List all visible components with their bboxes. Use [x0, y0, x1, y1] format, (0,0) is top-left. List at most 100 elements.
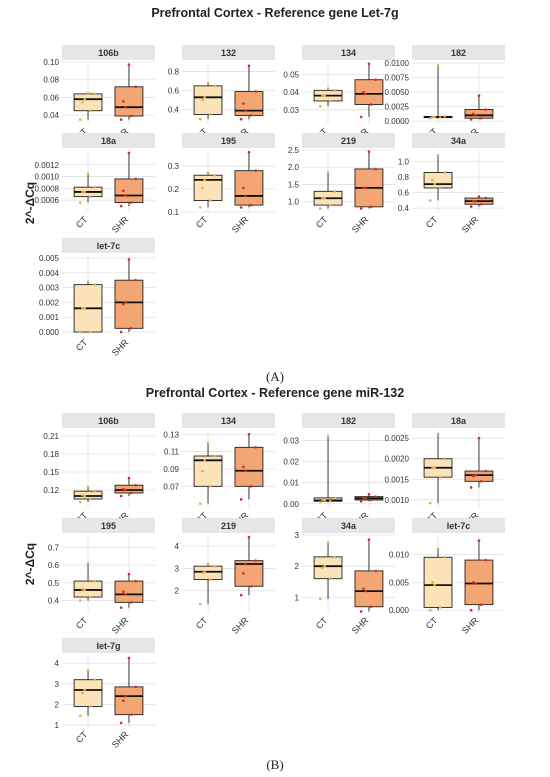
data-point: [318, 500, 322, 504]
box-ct: [73, 679, 103, 707]
data-point: [208, 485, 212, 488]
y-tick-label: 0.2: [168, 185, 180, 194]
data-point: [472, 581, 475, 584]
panel-strip-label: 195: [221, 136, 236, 146]
data-point: [206, 171, 210, 175]
data-point: [364, 186, 367, 190]
data-point: [333, 89, 337, 92]
data-point: [438, 606, 442, 609]
chart-panel-a-18a: 18a 0.0006 0.0008 0.0010 0.0012 CT SHR: [35, 133, 155, 235]
panel-strip: [62, 133, 155, 148]
x-category-label: SHR: [350, 615, 371, 636]
data-point: [129, 327, 133, 330]
y-tick-label: 0.3: [168, 162, 180, 171]
panel-strip-label: let-7c: [447, 521, 471, 531]
data-point: [374, 167, 377, 171]
x-category-label: CT: [314, 214, 330, 230]
data-point: [249, 114, 253, 117]
data-point: [431, 115, 434, 119]
data-point: [201, 186, 204, 190]
data-point: [206, 562, 210, 566]
data-point: [122, 699, 125, 703]
panel-strip: [302, 518, 395, 533]
data-point: [129, 201, 133, 204]
data-point: [484, 469, 487, 473]
box-ct: [193, 85, 223, 115]
panel-strip: [182, 45, 275, 60]
data-point: [127, 476, 131, 480]
y-tick-label: 0.06: [43, 93, 59, 102]
data-point: [254, 169, 257, 172]
y-tick-label: 0.12: [43, 486, 59, 495]
data-point: [247, 535, 251, 539]
data-point: [83, 307, 86, 310]
y-tick-label: 0.4: [168, 106, 180, 115]
y-tick-label: 0.0010: [385, 496, 410, 505]
data-point: [127, 151, 131, 155]
data-point: [428, 608, 432, 612]
y-tick-label: 0.6: [48, 561, 60, 570]
panel-strip-label: 132: [221, 48, 236, 58]
data-point: [249, 584, 253, 588]
panel-strip-label: 106b: [98, 48, 119, 58]
y-tick-label: 0.005: [389, 578, 410, 587]
box-shr: [114, 686, 144, 716]
y-tick-label: 0.6: [398, 189, 410, 198]
data-point: [86, 172, 90, 175]
y-tick-label: 0.7: [48, 543, 60, 552]
data-point: [81, 307, 84, 310]
y-tick-label: 0.11: [164, 448, 180, 457]
y-tick-label: 0.0075: [385, 74, 410, 83]
data-point: [362, 587, 365, 591]
x-category-label: CT: [424, 214, 440, 230]
y-tick-label: 2.5: [288, 146, 300, 155]
data-point: [474, 199, 477, 203]
data-point: [134, 85, 137, 89]
data-point: [81, 101, 84, 104]
data-point: [328, 577, 332, 580]
data-point: [86, 669, 90, 672]
data-point: [477, 195, 481, 198]
data-point: [474, 473, 477, 477]
data-point: [428, 199, 432, 202]
x-category-label: SHR: [110, 214, 131, 235]
data-point: [124, 194, 127, 197]
x-category-label: CT: [194, 214, 210, 230]
y-tick-label: 0.21: [43, 432, 59, 441]
x-category-label: SHR: [110, 729, 131, 750]
box-shr: [234, 446, 264, 487]
data-point: [119, 330, 123, 334]
panel-strip: [62, 45, 155, 60]
data-point: [477, 539, 481, 542]
y-tick-label: 1: [55, 721, 60, 730]
y-tick-label: 0.13: [163, 430, 179, 439]
panel-strip-label: 134: [221, 416, 236, 426]
chart-panel-b-219: 219 2 3 4 CT SHR: [175, 518, 275, 636]
data-point: [477, 436, 481, 440]
data-point: [328, 499, 332, 503]
data-point: [83, 588, 86, 592]
data-point: [78, 118, 82, 121]
data-point: [333, 496, 337, 500]
y-tick-label: 0.18: [43, 450, 59, 459]
data-point: [469, 486, 473, 489]
y-tick-label: 0.0000: [385, 117, 410, 126]
data-point: [86, 91, 90, 95]
panel-strip-label: 134: [341, 48, 356, 58]
x-category-label: SHR: [350, 214, 371, 235]
data-point: [436, 547, 440, 551]
box-ct: [313, 556, 343, 580]
y-tick-label: 1.0: [398, 158, 410, 167]
data-point: [474, 582, 477, 585]
data-point: [134, 483, 137, 487]
data-point: [367, 150, 371, 154]
y-tick-label: 0.002: [39, 298, 60, 307]
panel-strip: [62, 238, 155, 253]
data-point: [247, 64, 251, 68]
data-point: [362, 186, 365, 190]
data-point: [122, 302, 125, 306]
data-point: [206, 441, 210, 445]
